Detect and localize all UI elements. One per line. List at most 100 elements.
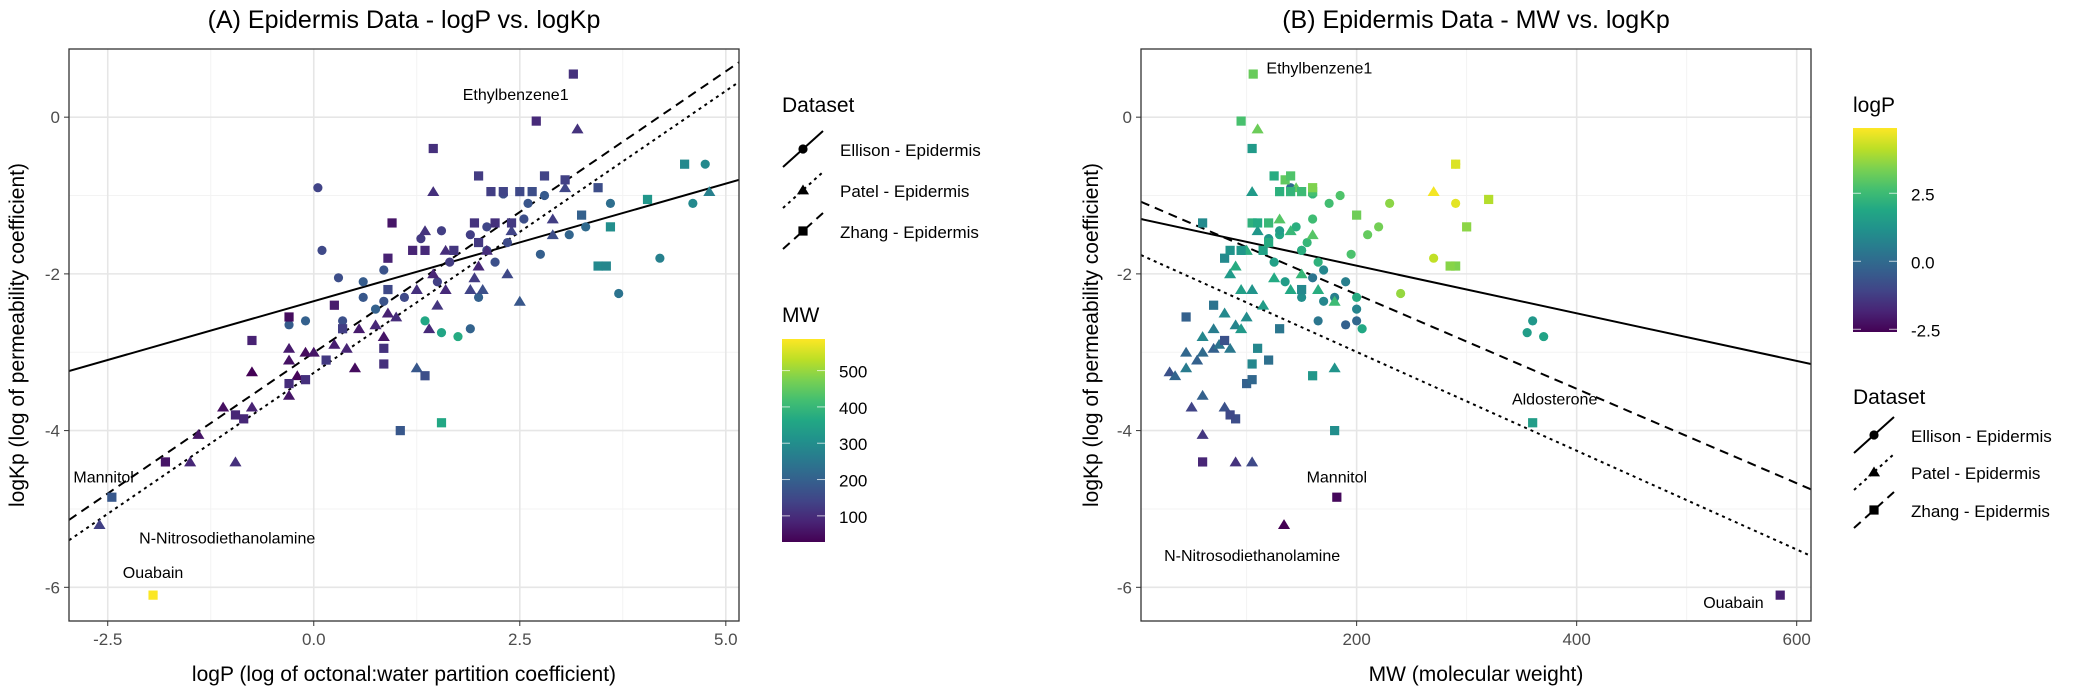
- colorbar-tick-label: 500: [839, 363, 867, 382]
- data-point-circle: [1308, 214, 1318, 224]
- legend-label: Patel - Epidermis: [840, 182, 969, 201]
- data-point-square: [239, 414, 249, 424]
- data-point-circle: [1324, 198, 1334, 208]
- data-point-triangle: [229, 456, 242, 467]
- data-point-square: [1352, 210, 1362, 220]
- data-point-triangle: [703, 186, 716, 197]
- data-point-triangle: [348, 362, 362, 373]
- data-point-triangle: [1196, 346, 1209, 357]
- data-point-circle: [523, 198, 533, 208]
- data-point-triangle: [1229, 260, 1242, 271]
- data-point-square: [1297, 284, 1307, 295]
- data-point-triangle: [340, 342, 353, 353]
- data-point-square: [408, 245, 418, 255]
- panel-a-ticks: -2.5 0.0 2.5 5.0 0 -2 -4 -6: [45, 108, 738, 649]
- data-point-square: [1528, 418, 1538, 428]
- data-point-square: [1445, 261, 1455, 271]
- data-point-circle: [465, 230, 475, 240]
- legend-item-zhang: Zhang - Epidermis: [1853, 491, 2050, 529]
- data-point-circle: [1297, 292, 1307, 302]
- data-point-circle: [1319, 265, 1329, 275]
- data-point-triangle: [476, 284, 489, 294]
- legend-line: [782, 171, 824, 209]
- data-point-triangle: [423, 323, 436, 334]
- data-point-triangle: [1180, 362, 1193, 373]
- data-point-triangle: [1196, 389, 1209, 400]
- data-point-triangle: [1328, 295, 1341, 306]
- data-point-triangle: [282, 389, 296, 400]
- data-point-circle: [655, 253, 665, 263]
- data-point-triangle: [1257, 299, 1270, 310]
- data-point-square: [1247, 375, 1257, 385]
- data-point-square: [1308, 183, 1318, 193]
- data-point-circle: [519, 214, 529, 224]
- data-point-triangle: [427, 268, 440, 279]
- triangle-icon: [1867, 466, 1881, 477]
- x-tick-label: 5.0: [714, 630, 738, 649]
- data-point-triangle: [1328, 362, 1341, 373]
- legend-a-keys: Ellison - Epidermis Patel - Epidermis Zhan…: [782, 130, 981, 250]
- data-point-triangle: [1218, 307, 1231, 318]
- x-tick-label: 0.0: [302, 630, 326, 649]
- data-point-triangle: [1246, 284, 1259, 294]
- data-point-square: [148, 590, 158, 600]
- data-point-square: [395, 425, 405, 436]
- data-point-circle: [1291, 222, 1301, 232]
- data-point-square: [449, 245, 459, 255]
- data-point-triangle: [1240, 311, 1253, 322]
- data-point-circle: [379, 265, 389, 275]
- data-point-circle: [1341, 320, 1351, 330]
- data-point-circle: [465, 324, 475, 334]
- data-point-triangle: [1207, 342, 1220, 353]
- data-point-circle: [482, 222, 492, 232]
- colorbar-tick-label: 2.5: [1911, 185, 1935, 204]
- data-point-triangle: [291, 370, 304, 381]
- panel-a-fit-lines: [69, 61, 739, 542]
- data-point-triangle: [1224, 342, 1237, 353]
- data-point-circle: [1341, 277, 1351, 287]
- data-point-circle: [436, 226, 447, 236]
- data-point-circle: [502, 237, 513, 248]
- panel-b-grid: [1141, 49, 1811, 621]
- colorbar-tick-label: 300: [839, 435, 867, 454]
- data-point-square: [1253, 218, 1263, 228]
- panel-a: (A) Epidermis Data - logP vs. logKp Ethy…: [6, 6, 740, 686]
- triangle-icon: [796, 184, 810, 195]
- data-point-triangle: [464, 284, 477, 294]
- data-point-triangle: [410, 362, 423, 373]
- data-point-triangle: [1427, 186, 1440, 197]
- data-point-square: [1220, 253, 1230, 263]
- data-point-circle: [1313, 316, 1323, 326]
- data-point-circle: [370, 304, 381, 314]
- data-point-triangle: [1268, 272, 1281, 283]
- legend-item-ellison: Ellison - Epidermis: [782, 130, 981, 168]
- data-point-triangle: [546, 213, 559, 224]
- legend-line: [1853, 491, 1895, 529]
- data-point-circle: [453, 331, 463, 342]
- colorbar-tick-label: -2.5: [1911, 321, 1940, 340]
- data-point-circle: [416, 234, 426, 244]
- data-point-square: [1332, 492, 1342, 502]
- data-point-circle: [1275, 226, 1285, 236]
- data-point-square: [1297, 187, 1307, 197]
- panel-b-y-axis-title: logKp (log of permeability coefficient): [1080, 163, 1103, 507]
- panel-b-fit-lines: [1141, 200, 1811, 557]
- data-point-triangle: [1213, 338, 1226, 349]
- panel-a-legend: Dataset Ellison - Epidermis Patel - Epide…: [782, 94, 981, 542]
- data-point-square: [160, 457, 171, 467]
- colorbar-tick-label: 100: [839, 508, 867, 527]
- data-point-circle: [1357, 324, 1367, 334]
- data-point-square: [329, 300, 339, 310]
- data-point-triangle: [1295, 268, 1308, 279]
- data-point-circle: [432, 277, 442, 287]
- data-point-square: [1225, 410, 1235, 420]
- data-point-circle: [313, 183, 323, 193]
- data-point-square: [560, 175, 570, 185]
- data-point-circle: [1346, 249, 1356, 259]
- panel-b-annotations: Ethylbenzene1 Aldosterone Mannitol N-Nitros…: [1164, 61, 1764, 612]
- data-point-triangle: [1169, 370, 1182, 381]
- data-point-circle: [399, 292, 410, 302]
- data-point-triangle: [1207, 323, 1220, 334]
- data-point-triangle: [505, 225, 518, 236]
